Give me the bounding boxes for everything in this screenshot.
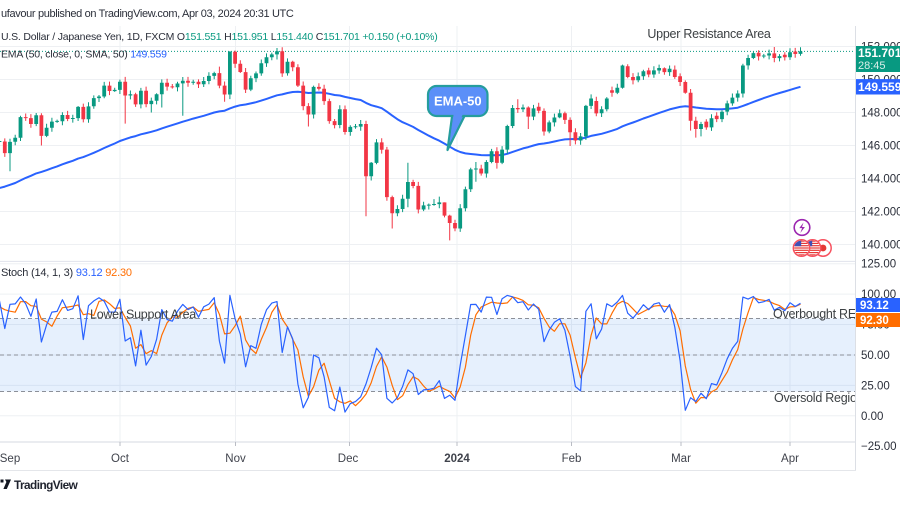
svg-text:Stoch (14, 1, 3) 93.12 92.30: Stoch (14, 1, 3) 93.12 92.30 bbox=[1, 267, 132, 279]
svg-text:0.00: 0.00 bbox=[861, 411, 883, 423]
svg-text:EMA-50: EMA-50 bbox=[434, 94, 482, 109]
svg-text:92.30: 92.30 bbox=[860, 315, 889, 327]
svg-text:Sep: Sep bbox=[0, 453, 20, 465]
svg-text:Nov: Nov bbox=[225, 453, 246, 465]
svg-text:140.000: 140.000 bbox=[861, 240, 900, 252]
svg-text:28:45: 28:45 bbox=[858, 60, 886, 72]
svg-text:TradingView: TradingView bbox=[14, 478, 79, 492]
svg-text:149.559: 149.559 bbox=[858, 80, 900, 94]
svg-text:ufavour published on TradingVi: ufavour published on TradingView.com, Ap… bbox=[1, 8, 294, 20]
svg-text:Lower Support Area: Lower Support Area bbox=[90, 308, 196, 322]
svg-text:93.12: 93.12 bbox=[860, 300, 889, 312]
svg-text:Apr: Apr bbox=[781, 453, 799, 465]
svg-text:151.701: 151.701 bbox=[858, 46, 900, 60]
svg-text:146.000: 146.000 bbox=[861, 141, 900, 153]
svg-text:Mar: Mar bbox=[671, 453, 691, 465]
svg-text:Dec: Dec bbox=[338, 453, 359, 465]
svg-text:Feb: Feb bbox=[562, 453, 582, 465]
svg-text:Overbought REgion: Overbought REgion bbox=[773, 307, 879, 321]
svg-text:EMA (50, close, 0, SMA, 50) 14: EMA (50, close, 0, SMA, 50) 149.559 bbox=[1, 49, 167, 61]
svg-text:50.00: 50.00 bbox=[861, 350, 890, 362]
svg-text:Oversold Region: Oversold Region bbox=[774, 391, 864, 405]
svg-text:125.00: 125.00 bbox=[861, 259, 896, 271]
svg-text:Oct: Oct bbox=[111, 453, 130, 465]
svg-text:−25.00: −25.00 bbox=[861, 441, 897, 453]
svg-text:25.00: 25.00 bbox=[861, 380, 890, 392]
svg-text:Upper Resistance Area: Upper Resistance Area bbox=[647, 27, 771, 41]
svg-text:144.000: 144.000 bbox=[861, 174, 900, 186]
svg-text:U.S. Dollar / Japanese Yen, 1D: U.S. Dollar / Japanese Yen, 1D, FXCM O15… bbox=[1, 31, 438, 43]
svg-text:2024: 2024 bbox=[444, 453, 470, 465]
svg-text:148.000: 148.000 bbox=[861, 108, 900, 120]
svg-text:142.000: 142.000 bbox=[861, 207, 900, 219]
